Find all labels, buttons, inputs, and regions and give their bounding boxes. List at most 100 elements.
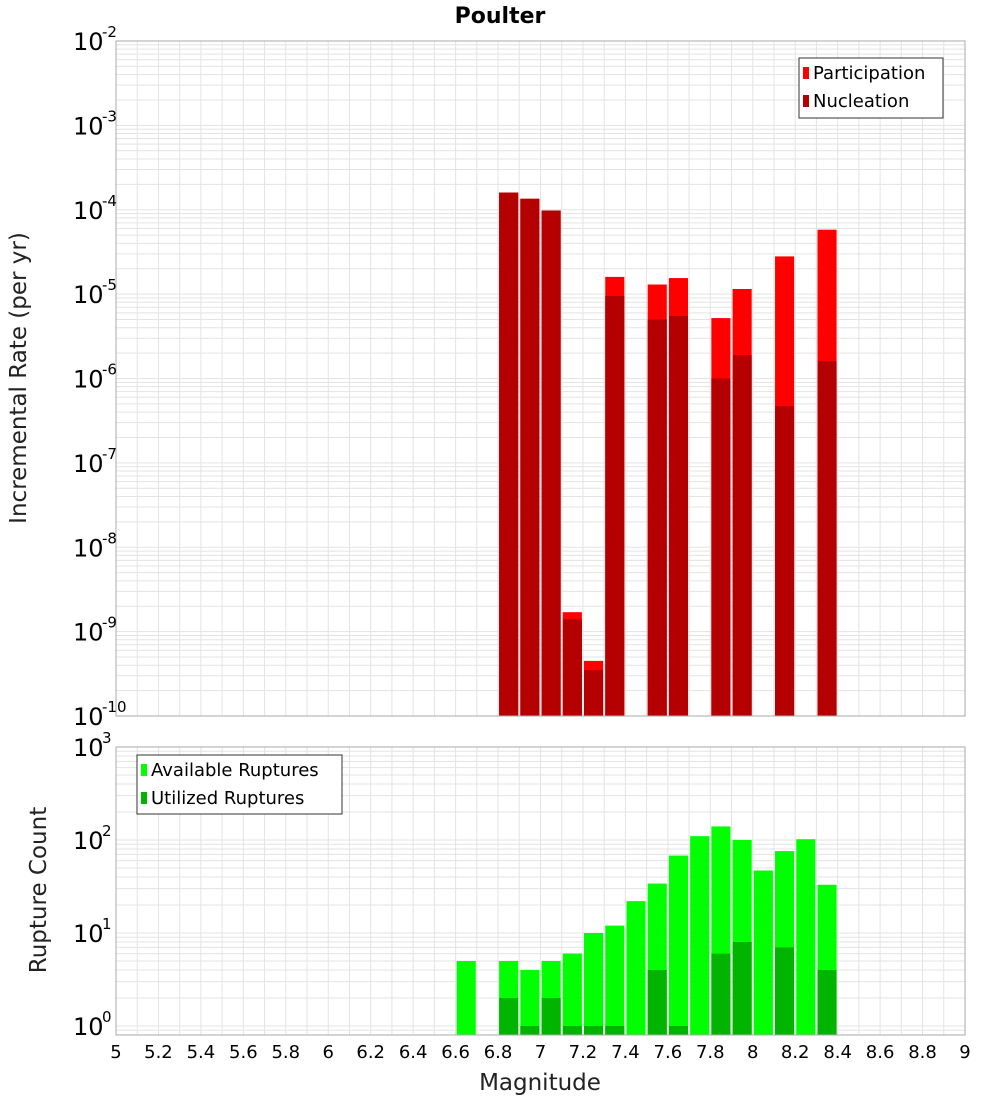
bar-utilized-ruptures — [711, 953, 731, 1035]
bar-utilized-ruptures — [647, 969, 667, 1035]
bar-available-ruptures — [562, 953, 582, 1035]
x-tick-label: 9 — [959, 1042, 970, 1063]
x-tick-label: 8.4 — [823, 1042, 852, 1063]
y-tick-exponent: 0 — [102, 1008, 112, 1026]
y-tick-exponent: -7 — [102, 445, 117, 463]
legend-box — [798, 57, 944, 119]
y-tick-exponent: 1 — [102, 915, 112, 933]
x-tick-label: 8 — [747, 1042, 758, 1063]
top-bars — [499, 192, 837, 717]
x-axis-label: Magnitude — [479, 1070, 601, 1096]
legend-label: Utilized Ruptures — [151, 788, 304, 809]
legend-swatch — [141, 764, 147, 776]
x-tick-label: 7.2 — [569, 1042, 598, 1063]
bottom-grid — [115, 746, 966, 1036]
y-tick-label: 10 — [73, 366, 104, 394]
bar-available-ruptures — [668, 855, 689, 1035]
y-tick-exponent: -9 — [102, 614, 117, 632]
y-tick-exponent: 2 — [102, 822, 112, 840]
x-tick-label: 6.8 — [484, 1042, 513, 1063]
top-y-ticks: 10-210-310-410-510-610-710-810-910-10 — [73, 23, 127, 731]
y-tick-label: 10 — [73, 827, 104, 855]
bar-nucleation — [541, 210, 561, 716]
legend-label: Available Ruptures — [151, 760, 319, 781]
y-tick-label: 10 — [73, 281, 104, 309]
top-plot-frame — [115, 40, 966, 717]
y-tick-label: 10 — [73, 703, 104, 731]
bar-utilized-ruptures — [732, 942, 752, 1035]
bar-available-ruptures — [584, 932, 604, 1035]
y-tick-label: 10 — [73, 1013, 104, 1041]
bar-nucleation — [711, 378, 731, 716]
y-tick-label: 10 — [73, 197, 104, 225]
y-tick-label: 10 — [73, 112, 104, 140]
y-tick-exponent: 3 — [102, 729, 112, 747]
x-tick-label: 7.4 — [611, 1042, 640, 1063]
bar-utilized-ruptures — [562, 1025, 582, 1035]
bar-nucleation — [732, 354, 752, 716]
bottom-bars — [456, 826, 837, 1035]
rate-plot: 10-210-310-410-510-610-710-810-910-10 Par… — [73, 23, 966, 731]
bar-utilized-ruptures — [668, 1025, 689, 1035]
bar-nucleation — [647, 319, 667, 716]
y-tick-exponent: -8 — [102, 529, 117, 547]
x-tick-label: 5.6 — [229, 1042, 258, 1063]
y-tick-label: 10 — [73, 619, 104, 647]
y-tick-label: 10 — [73, 450, 104, 478]
bar-available-ruptures — [690, 836, 710, 1035]
bar-utilized-ruptures — [520, 1025, 540, 1035]
bar-available-ruptures — [605, 925, 625, 1035]
x-tick-label: 7.6 — [654, 1042, 683, 1063]
legend-box — [136, 754, 343, 815]
y-tick-label: 10 — [73, 734, 104, 762]
y-tick-exponent: -2 — [102, 23, 117, 41]
bar-available-ruptures — [626, 901, 646, 1035]
bar-nucleation — [605, 296, 625, 716]
bar-available-ruptures — [796, 839, 816, 1035]
bar-utilized-ruptures — [499, 997, 519, 1035]
bottom-legend: Available Ruptures Utilized Ruptures — [136, 754, 343, 815]
bar-utilized-ruptures — [584, 1025, 604, 1035]
top-y-axis-label: Incremental Rate (per yr) — [6, 232, 32, 524]
y-tick-label: 10 — [73, 534, 104, 562]
bar-utilized-ruptures — [817, 969, 837, 1035]
x-tick-label: 8.6 — [866, 1042, 895, 1063]
x-tick-label: 5.2 — [144, 1042, 173, 1063]
x-tick-label: 7 — [535, 1042, 546, 1063]
bar-nucleation — [562, 619, 582, 716]
x-tick-label: 5.8 — [271, 1042, 300, 1063]
bar-nucleation — [499, 192, 519, 717]
y-tick-label: 10 — [73, 920, 104, 948]
y-tick-exponent: -3 — [102, 107, 117, 125]
bar-utilized-ruptures — [605, 1025, 625, 1035]
x-tick-label: 5 — [110, 1042, 121, 1063]
bar-nucleation — [584, 670, 604, 716]
y-tick-exponent: -5 — [102, 276, 117, 294]
top-grid — [115, 40, 966, 717]
bar-nucleation — [668, 316, 689, 716]
bottom-y-axis-label: Rupture Count — [26, 807, 52, 973]
x-tick-label: 6.4 — [399, 1042, 428, 1063]
x-tick-label: 7.8 — [696, 1042, 725, 1063]
bottom-plot-frame — [115, 746, 966, 1036]
chart-title: Poulter — [455, 4, 546, 29]
legend-swatch — [141, 792, 147, 804]
y-tick-label: 10 — [73, 28, 104, 56]
bar-available-ruptures — [753, 870, 773, 1035]
bar-utilized-ruptures — [775, 947, 795, 1035]
bar-nucleation — [817, 361, 837, 716]
y-tick-exponent: -6 — [102, 361, 117, 379]
legend-swatch — [803, 95, 809, 107]
x-tick-label: 8.2 — [781, 1042, 810, 1063]
legend-label: Participation — [813, 63, 925, 84]
x-tick-label: 6 — [323, 1042, 334, 1063]
top-legend: Participation Nucleation — [798, 57, 944, 119]
bar-available-ruptures — [520, 969, 540, 1035]
legend-swatch — [803, 67, 809, 79]
bar-nucleation — [775, 406, 795, 716]
x-ticks: 5 5.2 5.4 5.6 5.8 6 6.2 6.4 6.6 6.8 7 7.2 7.4 7.6 7.8 8… — [110, 1042, 970, 1063]
bar-utilized-ruptures — [541, 997, 561, 1035]
legend-label: Nucleation — [813, 91, 909, 112]
